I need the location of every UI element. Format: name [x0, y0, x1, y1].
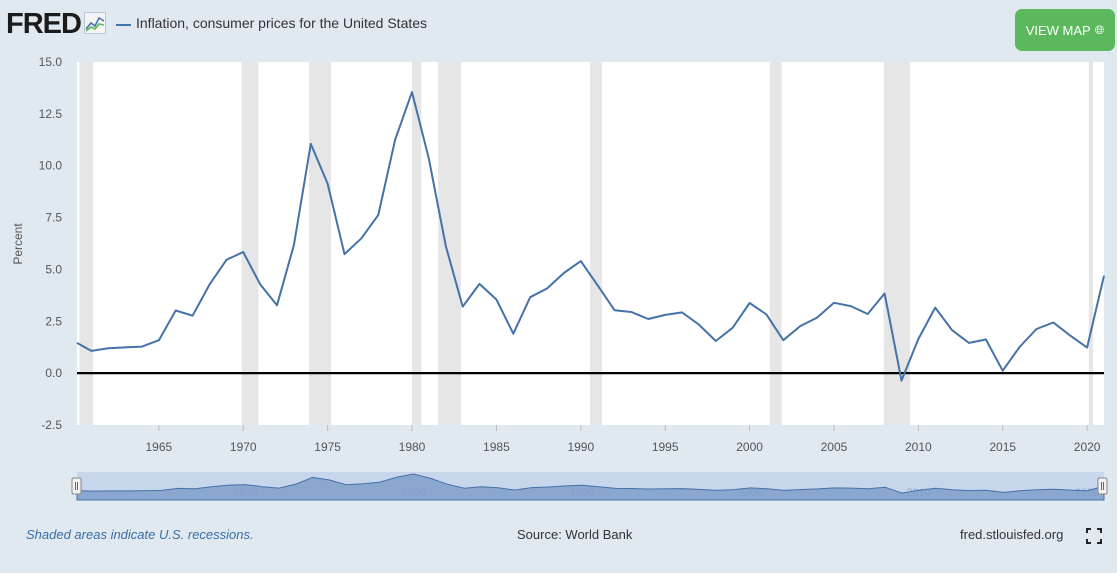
recession-note: Shaded areas indicate U.S. recessions. [26, 527, 254, 542]
view-map-button[interactable]: VIEW MAP 🌐︎ [1015, 9, 1115, 51]
x-tick-label: 1985 [483, 440, 510, 454]
y-tick-label: 2.5 [45, 314, 62, 328]
source-label: Source: World Bank [517, 527, 633, 542]
recession-band [590, 62, 602, 425]
fullscreen-icon[interactable] [1086, 528, 1102, 544]
y-tick-label: 12.5 [39, 107, 63, 121]
navigator[interactable]: 197019801990200020102020 [71, 472, 1108, 501]
navigator-left-handle[interactable] [71, 477, 82, 495]
x-tick-label: 1995 [652, 440, 679, 454]
x-tick-label: 1970 [230, 440, 257, 454]
chart-header: FRED Inflation, consumer prices for the … [0, 0, 1117, 56]
x-axis-ticks: 1965 1970 1975 1980 1985 1990 1995 2000 2005 2010… [146, 425, 1101, 454]
x-tick-label: 1975 [314, 440, 341, 454]
legend-series-title[interactable]: Inflation, consumer prices for the Unite… [136, 15, 428, 31]
inflation-series-line[interactable] [76, 91, 1105, 382]
x-tick-label: 2005 [821, 440, 848, 454]
recession-band [438, 62, 461, 425]
legend-swatch [116, 24, 131, 26]
globe-icon: 🌐︎ [1094, 22, 1105, 37]
navigator-area [76, 473, 1105, 501]
view-map-label: VIEW MAP [1025, 22, 1091, 38]
recession-band [309, 62, 332, 425]
recession-band [79, 62, 94, 425]
x-tick-label: 1980 [399, 440, 426, 454]
navigator-right-handle[interactable] [1097, 477, 1108, 495]
fred-graph-logo-icon [84, 12, 106, 34]
recession-band [1088, 62, 1094, 425]
site-link[interactable]: fred.stlouisfed.org [960, 527, 1064, 542]
x-tick-label: 2015 [989, 440, 1016, 454]
line-chart: 15.0 12.5 10.0 7.5 5.0 2.5 0.0 -2.5 1965 1970 197… [11, 55, 1108, 501]
series-points [76, 92, 1105, 381]
y-axis-label: Percent [11, 223, 25, 265]
y-tick-label: 0.0 [45, 366, 62, 380]
y-tick-label: 15.0 [39, 55, 63, 69]
y-tick-label: 7.5 [45, 211, 62, 225]
fred-logo[interactable]: FRED [6, 8, 82, 40]
y-tick-label: 5.0 [45, 262, 62, 276]
recession-band [412, 62, 422, 425]
x-tick-label: 2010 [905, 440, 932, 454]
x-tick-label: 1990 [567, 440, 594, 454]
recession-band [883, 62, 910, 425]
x-tick-label: 1965 [146, 440, 173, 454]
recession-band [769, 62, 782, 425]
y-axis-ticks: 15.0 12.5 10.0 7.5 5.0 2.5 0.0 -2.5 [39, 55, 63, 432]
recession-band [241, 62, 259, 425]
x-tick-label: 2000 [736, 440, 763, 454]
x-tick-label: 2020 [1074, 440, 1101, 454]
y-tick-label: 10.0 [39, 159, 63, 173]
y-tick-label: -2.5 [41, 418, 62, 432]
